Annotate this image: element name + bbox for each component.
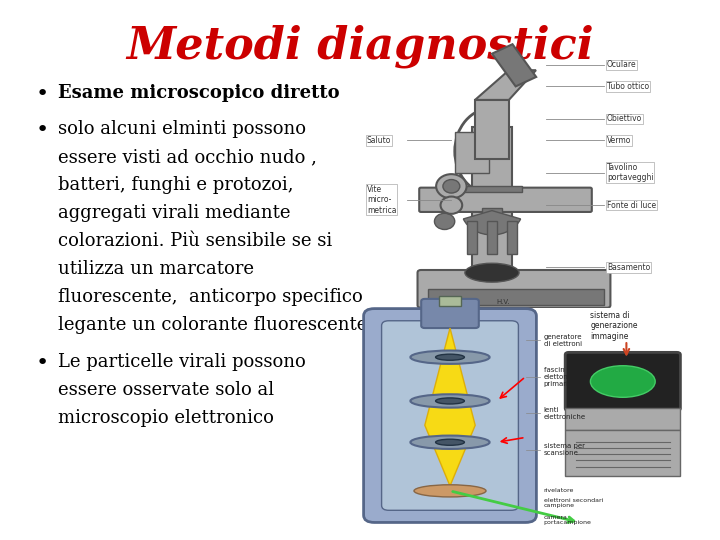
Text: H.V.: H.V. xyxy=(497,299,510,305)
Bar xyxy=(507,221,518,254)
Text: Tubo ottico: Tubo ottico xyxy=(607,82,649,91)
Text: utilizza un marcatore: utilizza un marcatore xyxy=(58,260,253,278)
Ellipse shape xyxy=(436,439,464,446)
Circle shape xyxy=(434,213,455,230)
Text: Obiettivo: Obiettivo xyxy=(607,114,642,123)
Text: fascin di
elettoni
primari: fascin di elettoni primari xyxy=(544,367,573,387)
Ellipse shape xyxy=(436,354,464,360)
Bar xyxy=(462,186,523,192)
Ellipse shape xyxy=(436,398,464,404)
FancyBboxPatch shape xyxy=(364,309,536,523)
Text: •: • xyxy=(36,120,49,140)
Polygon shape xyxy=(475,70,536,100)
Text: essere osservate solo al: essere osservate solo al xyxy=(58,381,274,399)
Text: Saluto: Saluto xyxy=(366,136,391,145)
Text: microscopio elettronico: microscopio elettronico xyxy=(58,409,274,427)
Text: Esame microscopico diretto: Esame microscopico diretto xyxy=(58,84,339,102)
Bar xyxy=(455,132,489,173)
Text: rivelatore: rivelatore xyxy=(544,488,574,494)
Text: Basamento: Basamento xyxy=(607,263,650,272)
Text: essere visti ad occhio nudo ,: essere visti ad occhio nudo , xyxy=(58,148,317,166)
Text: Oculare: Oculare xyxy=(607,60,636,69)
Text: Metodi diagnostici: Metodi diagnostici xyxy=(126,24,594,68)
Ellipse shape xyxy=(465,263,519,282)
Text: batteri, funghi e protozoi,: batteri, funghi e protozoi, xyxy=(58,176,293,194)
Ellipse shape xyxy=(410,394,490,408)
Text: camera
portacampione: camera portacampione xyxy=(544,515,591,525)
Text: •: • xyxy=(36,84,49,104)
Wedge shape xyxy=(464,211,521,235)
FancyBboxPatch shape xyxy=(382,321,518,510)
Circle shape xyxy=(441,197,462,214)
Text: aggregati virali mediante: aggregati virali mediante xyxy=(58,204,290,222)
Bar xyxy=(487,221,497,254)
Circle shape xyxy=(436,174,467,199)
Text: Le particelle virali possono: Le particelle virali possono xyxy=(58,353,305,370)
Bar xyxy=(439,296,461,306)
Text: fluorescente,  anticorpo specifico: fluorescente, anticorpo specifico xyxy=(58,288,362,306)
Text: Vite
micro-
metrica: Vite micro- metrica xyxy=(366,185,396,215)
Bar xyxy=(482,208,502,232)
Circle shape xyxy=(443,179,460,193)
Bar xyxy=(467,221,477,254)
Bar xyxy=(428,289,603,305)
FancyBboxPatch shape xyxy=(565,352,680,410)
Ellipse shape xyxy=(410,436,490,449)
Text: sistema di
generazione
immagine: sistema di generazione immagine xyxy=(590,311,638,341)
FancyBboxPatch shape xyxy=(565,430,680,476)
FancyBboxPatch shape xyxy=(565,408,680,430)
Text: elettroni secondari
campione: elettroni secondari campione xyxy=(544,498,603,509)
Text: generatore
di elettroni: generatore di elettroni xyxy=(544,334,582,347)
Bar xyxy=(475,100,509,159)
Ellipse shape xyxy=(410,350,490,364)
Text: legante un colorante fluorescente: legante un colorante fluorescente xyxy=(58,316,367,334)
Text: colorazioni. Più sensibile se si: colorazioni. Più sensibile se si xyxy=(58,232,332,250)
Text: Fonte di luce: Fonte di luce xyxy=(607,201,656,210)
Bar xyxy=(472,127,513,275)
FancyBboxPatch shape xyxy=(421,299,479,328)
FancyBboxPatch shape xyxy=(419,188,592,212)
Text: solo alcuni elminti possono: solo alcuni elminti possono xyxy=(58,120,305,138)
Text: lenti
elettroniche: lenti elettroniche xyxy=(544,407,586,420)
Text: •: • xyxy=(36,353,49,373)
Ellipse shape xyxy=(414,485,486,497)
Bar xyxy=(492,44,536,86)
Text: sistema per
scansione: sistema per scansione xyxy=(544,443,585,456)
Ellipse shape xyxy=(590,366,655,397)
Text: Tavolino
portavegghi: Tavolino portavegghi xyxy=(607,163,654,183)
FancyBboxPatch shape xyxy=(418,270,611,308)
Polygon shape xyxy=(425,328,475,486)
Text: Vermo: Vermo xyxy=(607,136,631,145)
